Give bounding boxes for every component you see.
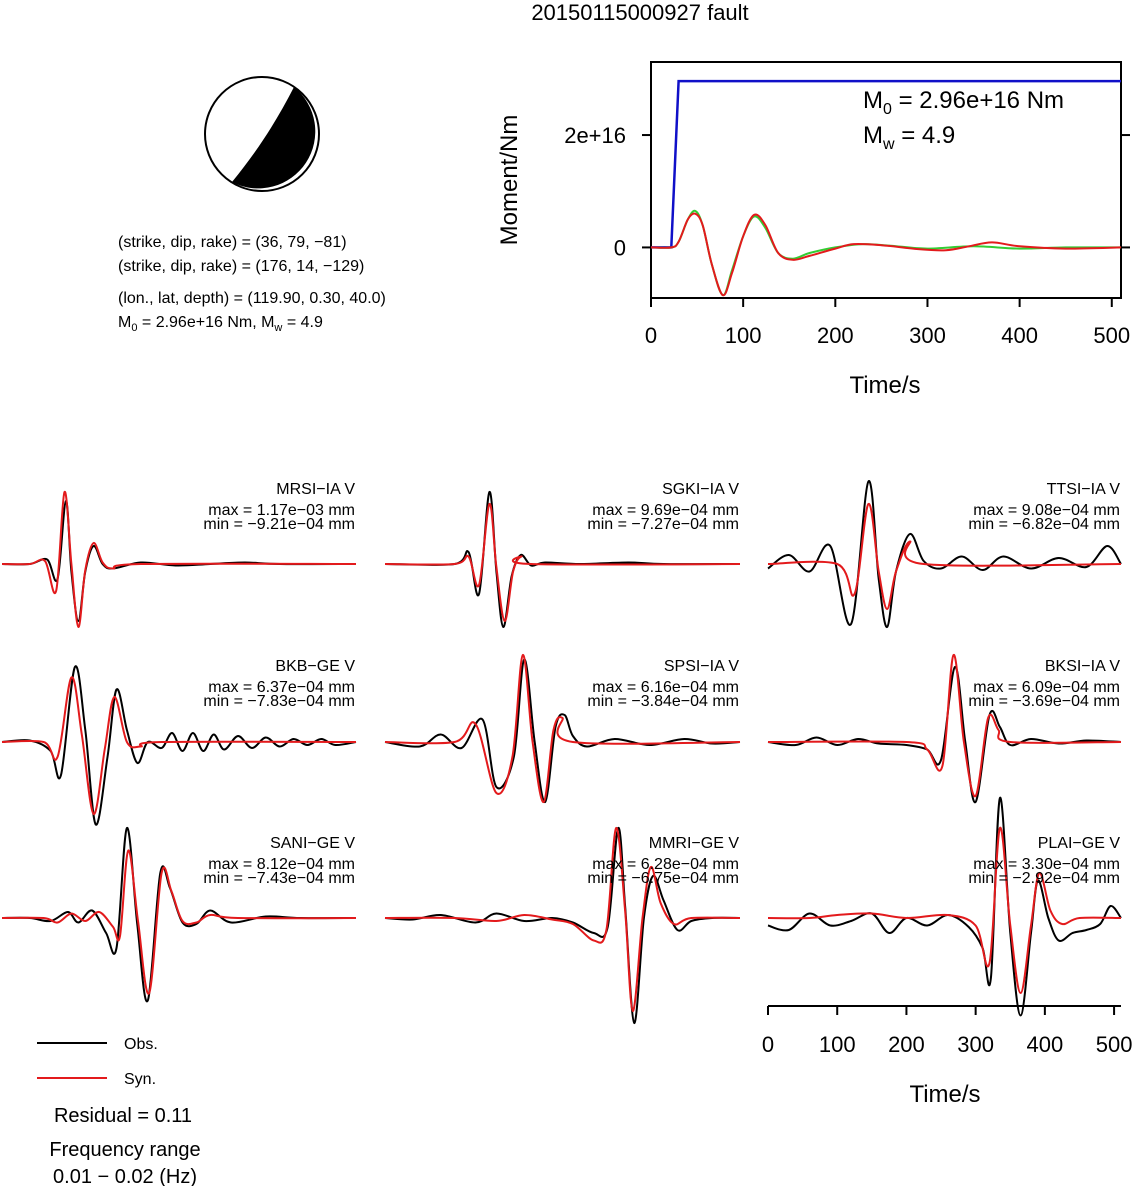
moment-x-tick-label: 200 [817, 323, 854, 348]
station-min: min = −3.69e−04 mm [968, 693, 1120, 710]
station-min: min = −6.82e−04 mm [968, 516, 1120, 533]
station-max: max = 9.08e−04 mm [973, 502, 1120, 519]
observed-trace [767, 480, 1122, 629]
frequency-range-value: 0.01 − 0.02 (Hz) [53, 1166, 197, 1186]
observed-trace [384, 658, 741, 804]
moment-line-green [650, 209, 1122, 297]
moment-x-tick-label: 100 [725, 323, 762, 348]
station-min: min = −7.83e−04 mm [203, 693, 355, 710]
synthetic-trace [1, 490, 357, 629]
synthetic-trace [1, 676, 357, 816]
station-max: max = 1.17e−03 mm [208, 502, 355, 519]
station-min: min = −7.27e−04 mm [587, 516, 739, 533]
station-name: MMRI−GE V [649, 835, 740, 852]
station-min: min = −9.21e−04 mm [203, 516, 355, 533]
synthetic-trace [767, 653, 1122, 798]
station-name: PLAI−GE V [1038, 835, 1121, 852]
moment-x-tick-label: 0 [645, 323, 657, 348]
observed-trace [767, 796, 1122, 1017]
station-name: TTSI−IA V [1047, 481, 1121, 498]
station-min: min = −3.84e−04 mm [587, 693, 739, 710]
synthetic-trace [384, 502, 741, 623]
waveform-x-tick-label: 100 [819, 1032, 856, 1057]
nodal-plane-1: (strike, dip, rake) = (36, 79, −81) [118, 234, 347, 251]
station-max: max = 9.69e−04 mm [592, 502, 739, 519]
synthetic-trace [384, 653, 741, 804]
moment-y-tick-label: 2e+16 [564, 123, 626, 148]
legend-syn-label: Syn. [124, 1071, 156, 1088]
station-name: SANI−GE V [270, 835, 355, 852]
station-name: BKB−GE V [275, 658, 355, 675]
nodal-plane-2: (strike, dip, rake) = (176, 14, −129) [118, 258, 364, 275]
moment-x-tick-label: 300 [909, 323, 946, 348]
station-min: min = −2.92e−04 mm [968, 870, 1120, 887]
beachball-icon [204, 76, 320, 192]
frequency-range-title: Frequency range [49, 1139, 200, 1161]
waveform-x-tick-label: 0 [762, 1032, 774, 1057]
synthetic-trace [1, 849, 357, 995]
station-min: min = −6.75e−04 mm [587, 870, 739, 887]
station-max: max = 6.16e−04 mm [592, 679, 739, 696]
moment-summary: M0 = 2.96e+16 Nm, Mw = 4.9 [118, 314, 323, 334]
moment-y-axis-label: Moment/Nm [496, 115, 523, 246]
station-max: max = 8.12e−04 mm [208, 856, 355, 873]
moment-mw-label: Mw = 4.9 [863, 122, 955, 153]
moment-plot-frame [650, 61, 1122, 299]
figure-title: 20150115000927 fault [531, 0, 748, 25]
moment-x-tick-label: 500 [1093, 323, 1130, 348]
station-name: SPSI−IA V [664, 658, 739, 675]
synthetic-trace [767, 502, 1122, 611]
waveform-x-axis-label: Time/s [909, 1081, 980, 1108]
station-max: max = 6.28e−04 mm [592, 856, 739, 873]
moment-plot: 0 100 200 300 400 500 0 2e+16 Time/s Moment/Nm… [496, 61, 1130, 399]
waveform-x-tick-label: 400 [1027, 1032, 1064, 1057]
waveform-x-tick-label: 200 [888, 1032, 925, 1057]
moment-y-tick-label: 0 [614, 235, 626, 260]
moment-x-tick-label: 400 [1001, 323, 1038, 348]
station-name: SGKI−IA V [662, 481, 739, 498]
waveform-x-axis: 0 100 200 300 400 500 Time/s [762, 1005, 1133, 1108]
station-max: max = 6.37e−04 mm [208, 679, 355, 696]
waveform-x-tick-label: 300 [957, 1032, 994, 1057]
moment-m0-label: M0 = 2.96e+16 Nm [863, 87, 1064, 118]
station-min: min = −7.43e−04 mm [203, 870, 355, 887]
location-label: (lon., lat, depth) = (119.90, 0.30, 40.0… [118, 290, 386, 307]
waveform-x-tick-label: 500 [1096, 1032, 1133, 1057]
observed-trace [767, 665, 1122, 804]
station-name: BKSI−IA V [1045, 658, 1120, 675]
station-max: max = 3.30e−04 mm [973, 856, 1120, 873]
legend: Obs. Syn. [37, 1036, 158, 1088]
observed-trace [1, 826, 357, 1003]
observed-trace [1, 665, 357, 826]
legend-obs-label: Obs. [124, 1036, 158, 1053]
station-max: max = 6.09e−04 mm [973, 679, 1120, 696]
station-name: MRSI−IA V [276, 481, 355, 498]
moment-x-axis-label: Time/s [849, 372, 920, 399]
synthetic-trace [767, 826, 1122, 995]
moment-line-red [650, 212, 1122, 297]
residual-label: Residual = 0.11 [54, 1105, 192, 1127]
synthetic-trace [384, 826, 741, 1013]
